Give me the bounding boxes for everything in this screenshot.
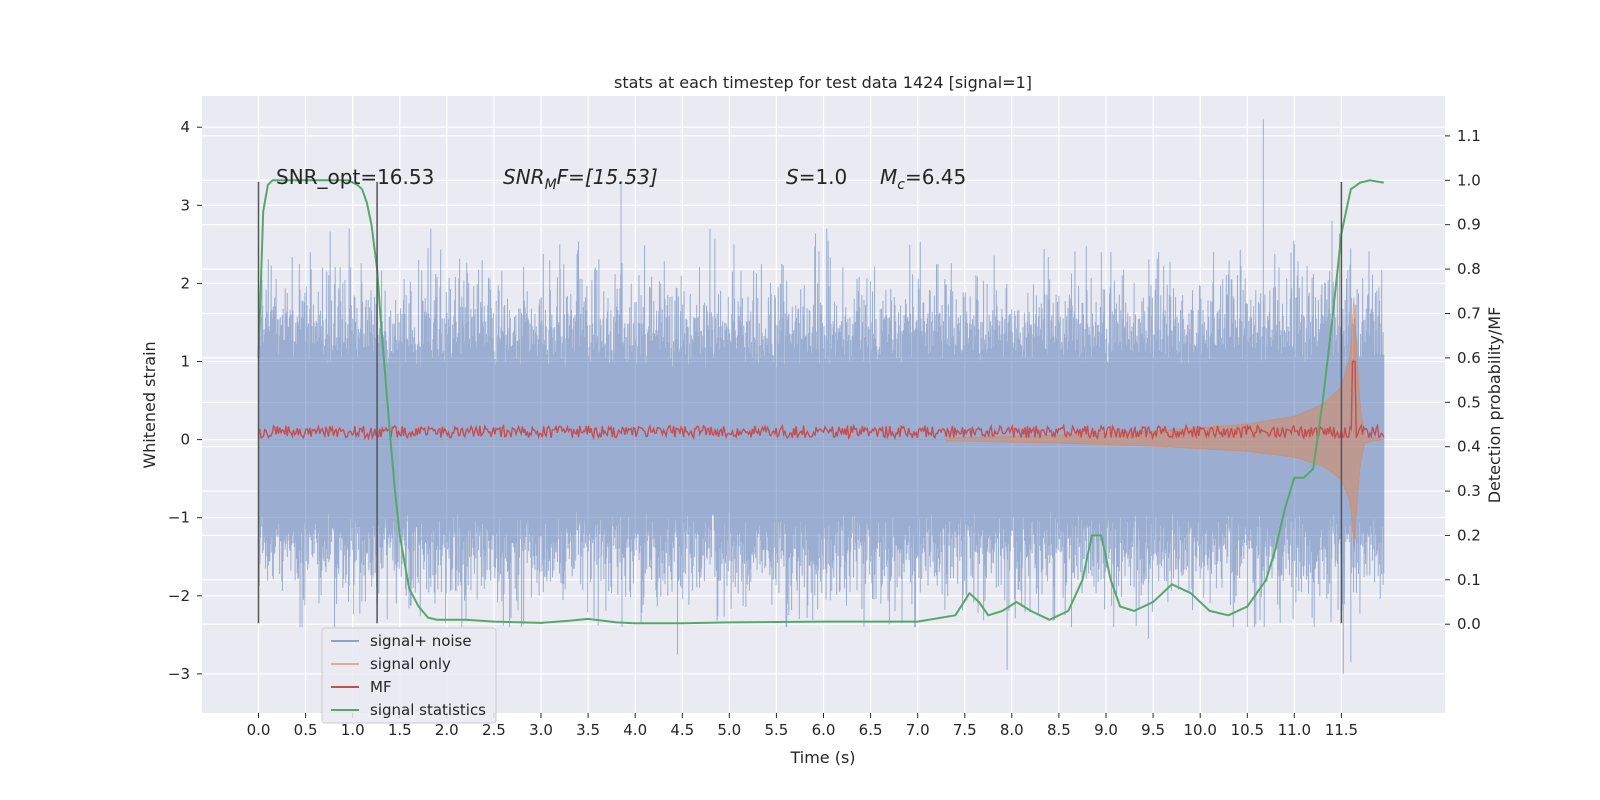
y-right-tick-label-10: 1.0	[1457, 171, 1481, 189]
annotation-s-name: S	[786, 165, 799, 189]
y-right-tick-label-2: 0.2	[1457, 526, 1481, 544]
x-tick-label-6: 3.0	[529, 721, 553, 739]
y-left-tick-label-3: 0	[180, 431, 190, 449]
vertical-markers	[257, 181, 1343, 624]
y-right-tick-label-0: 0.0	[1457, 615, 1481, 633]
series-layer	[257, 119, 1385, 674]
y-left-tick-label-0: −3	[168, 665, 190, 683]
x-tick-label-21: 10.5	[1231, 721, 1264, 739]
x-tick-label-16: 8.0	[1000, 721, 1024, 739]
y-right-tick-label-5: 0.5	[1457, 393, 1481, 411]
annotation-snr-mf: SNRMF=[15.53]	[503, 165, 658, 193]
x-tick-label-7: 3.5	[576, 721, 600, 739]
x-tick-label-18: 9.0	[1094, 721, 1118, 739]
annotation-s: S=1.0	[786, 165, 847, 189]
y-right-tick-label-9: 0.9	[1457, 216, 1481, 234]
annotation-mc-sub: c	[897, 177, 905, 193]
chart-title: stats at each timestep for test data 142…	[614, 73, 1032, 92]
x-tick-label-15: 7.5	[953, 721, 977, 739]
y-right-tick-label-7: 0.7	[1457, 305, 1481, 323]
x-tick-label-8: 4.0	[623, 721, 647, 739]
y-right-tick-label-8: 0.8	[1457, 260, 1481, 278]
y-left-tick-label-5: 2	[180, 274, 190, 292]
x-tick-label-1: 0.5	[294, 721, 318, 739]
y-right-tick-label-3: 0.3	[1457, 482, 1481, 500]
annotation-mc-name: M	[880, 165, 897, 189]
annotation-mc: Mc=6.45	[880, 165, 966, 193]
x-tick-label-23: 11.5	[1325, 721, 1358, 739]
y-axis-right-title: Detection probability/MF	[1485, 307, 1504, 504]
y-right-tick-label-6: 0.6	[1457, 349, 1481, 367]
x-tick-label-12: 6.0	[812, 721, 836, 739]
x-tick-label-13: 6.5	[859, 721, 883, 739]
y-axis-left-title: Whitened strain	[140, 341, 159, 468]
legend-label-mf: MF	[370, 678, 392, 696]
series-signal-only	[258, 297, 1384, 547]
legend: signal+ noise signal only MF signal stat…	[321, 627, 497, 724]
series-signal-statistics	[257, 179, 1384, 625]
x-tick-label-3: 1.5	[388, 721, 412, 739]
x-axis: 0.0 0.5 1.0 1.5 2.0 2.5 3.0 3.5 4.0 4.5 5.0 5.5 6.0 6…	[247, 713, 1358, 739]
y-right-tick-label-11: 1.1	[1457, 127, 1481, 145]
x-tick-label-20: 10.0	[1183, 721, 1216, 739]
annotation-snr-opt: SNR_opt=16.53	[276, 165, 434, 189]
y-axis-right: 0.0 0.1 0.2 0.3 0.4 0.5 0.6 0.7 0.8 0.9 1.0 1.1	[1445, 127, 1481, 633]
x-tick-label-22: 11.0	[1278, 721, 1311, 739]
x-tick-label-4: 2.0	[435, 721, 459, 739]
x-tick-label-0: 0.0	[247, 721, 271, 739]
legend-label-signal-statistics: signal statistics	[370, 701, 486, 719]
y-axis-left: −3 −2 −1 0 1 2 3 4	[168, 118, 202, 683]
legend-label-signal-noise: signal+ noise	[370, 632, 472, 650]
legend-label-signal-only: signal only	[370, 655, 451, 673]
annotation-snr-mf-sub: M	[545, 177, 557, 193]
y-right-tick-label-1: 0.1	[1457, 571, 1481, 589]
x-axis-title: Time (s)	[789, 748, 855, 767]
y-left-tick-label-7: 4	[180, 118, 190, 136]
x-tick-label-14: 7.0	[906, 721, 930, 739]
annotation-snr-mf-name: SNR	[503, 165, 545, 189]
y-right-tick-label-4: 0.4	[1457, 438, 1481, 456]
y-left-tick-label-1: −2	[168, 587, 190, 605]
x-tick-label-10: 5.0	[717, 721, 741, 739]
x-tick-label-9: 4.5	[670, 721, 694, 739]
y-left-tick-label-6: 3	[180, 196, 190, 214]
x-tick-label-19: 9.5	[1141, 721, 1165, 739]
annotation-snr-mf-rest: F=[15.53]	[557, 165, 658, 189]
x-tick-label-17: 8.5	[1047, 721, 1071, 739]
x-tick-label-11: 5.5	[764, 721, 788, 739]
legend-box	[321, 627, 497, 724]
annotation-mc-rest: =6.45	[905, 165, 966, 189]
series-mf	[258, 360, 1385, 441]
annotation-s-rest: =1.0	[799, 165, 848, 189]
x-tick-label-2: 1.0	[341, 721, 365, 739]
y-left-tick-label-2: −1	[168, 509, 190, 527]
x-tick-label-5: 2.5	[482, 721, 506, 739]
y-left-tick-label-4: 1	[180, 353, 190, 371]
